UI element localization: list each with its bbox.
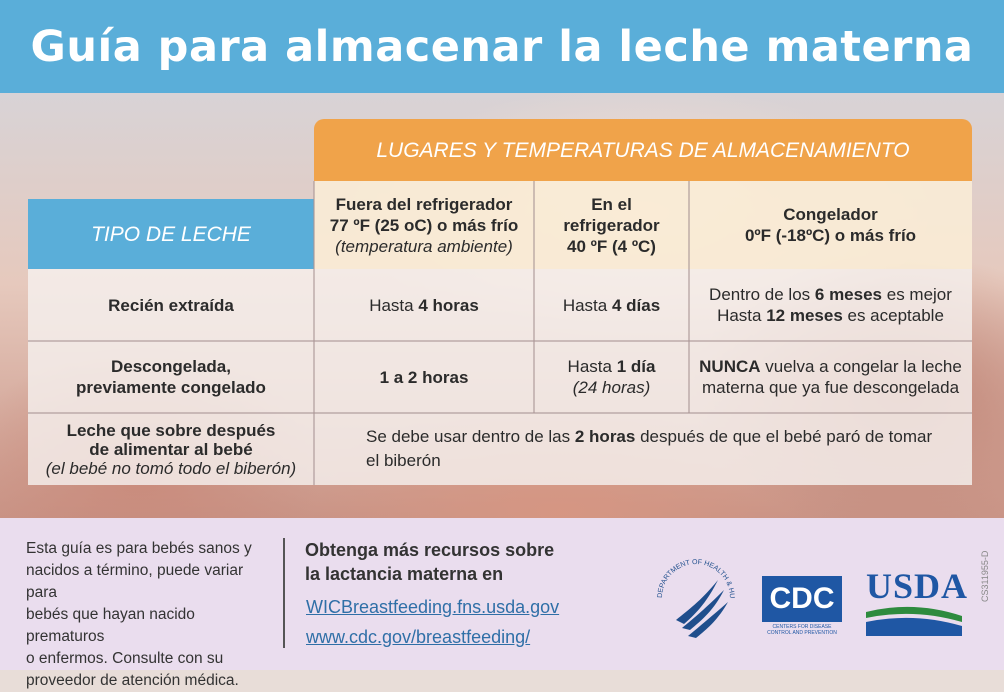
column-header-line: refrigerador — [563, 215, 660, 235]
disclaimer-line: nacidos a término, puede variar para — [26, 562, 244, 601]
cell-thawed-freezer: NUNCA vuelva a congelar la leche materna… — [689, 341, 972, 413]
health-disclaimer: Esta guía es para bebés sanos y nacidos … — [26, 538, 276, 692]
grid-line — [28, 412, 972, 414]
row-label-line: de alimentar al bebé — [89, 439, 253, 459]
column-header-line: En el — [591, 194, 632, 214]
cell-text: Dentro de los 6 meses es mejor — [709, 285, 952, 304]
footer-divider — [283, 538, 285, 648]
column-header-line: 77 ºF (25 oC) o más frío — [329, 215, 519, 235]
cdc-logo-subtitle: CENTERS FOR DISEASE CONTROL AND PREVENTI… — [762, 624, 842, 636]
grid-line — [688, 181, 690, 413]
disclaimer-line: o enfermos. Consulte con su — [26, 650, 224, 667]
wic-breastfeeding-link[interactable]: WICBreastfeeding.fns.usda.gov — [306, 597, 560, 617]
column-header-line: Fuera del refrigerador — [335, 194, 513, 214]
milk-type-header: TIPO DE LECHE — [28, 199, 314, 269]
row-label-line: previamente congelado — [76, 378, 266, 397]
cell-thawed-room-temp: 1 a 2 horas — [314, 341, 534, 413]
hhs-seal-text: DEPARTMENT OF HEALTH & HUMAN SERVICES · … — [648, 550, 735, 599]
cell-text: materna que ya fue descongelada — [701, 378, 960, 397]
column-header-freezer: Congelador 0ºF (-18ºC) o más frío — [689, 181, 972, 269]
resources-heading: Obtenga más recursos sobre la lactancia … — [305, 538, 554, 586]
cell-fresh-refrigerator: Hasta 4 días — [534, 269, 689, 341]
cell-fresh-room-temp: Hasta 4 horas — [314, 269, 534, 341]
resources-line: Obtenga más recursos sobre — [305, 540, 555, 560]
grid-line — [313, 181, 315, 485]
cell-text: Hasta 12 meses es aceptable — [717, 306, 944, 325]
storage-locations-header: LUGARES Y TEMPERATURAS DE ALMACENAMIENTO — [314, 119, 972, 181]
usda-landscape-icon — [866, 606, 962, 636]
cdc-breastfeeding-link[interactable]: www.cdc.gov/breastfeeding/ — [306, 627, 531, 647]
cdc-logo-mark: CDC — [762, 576, 842, 622]
row-label-line: Descongelada, — [111, 357, 231, 376]
column-header-line: 0ºF (-18ºC) o más frío — [744, 226, 917, 245]
cell-text: (24 horas) — [572, 378, 651, 397]
cell-fresh-freezer: Dentro de los 6 meses es mejor Hasta 12 … — [689, 269, 972, 341]
cell-text: el biberón — [366, 451, 441, 470]
title-banner: Guía para almacenar la leche materna — [0, 0, 1004, 93]
background-photo: LUGARES Y TEMPERATURAS DE ALMACENAMIENTO… — [0, 93, 1004, 518]
row-label-line: Leche que sobre después — [66, 420, 276, 440]
cell-text: Hasta 4 días — [562, 295, 661, 315]
footer: Esta guía es para bebés sanos y nacidos … — [0, 518, 1004, 689]
resources-line: la lactancia materna en — [305, 564, 504, 584]
disclaimer-line: bebés que hayan nacido prematuros — [26, 606, 195, 645]
cdc-subtitle-line: CONTROL AND PREVENTION — [767, 630, 837, 636]
page-title: Guía para almacenar la leche materna — [30, 21, 974, 72]
row-label-line: (el bebé no tomó todo el biberón) — [45, 458, 297, 478]
row-label-thawed: Descongelada, previamente congelado — [28, 341, 314, 413]
cdc-subtitle-line: CENTERS FOR DISEASE — [772, 624, 832, 630]
svg-text:DEPARTMENT OF HEALTH & HUMAN S: DEPARTMENT OF HEALTH & HUMAN SERVICES · … — [648, 550, 735, 599]
disclaimer-line: Esta guía es para bebés sanos y — [26, 540, 252, 557]
cell-leftover-merged: Se debe usar dentro de las 2 horas despu… — [314, 413, 972, 485]
row-label-fresh: Recién extraída — [28, 269, 314, 341]
column-header-line: (temperatura ambiente) — [335, 236, 513, 256]
cell-text: NUNCA vuelva a congelar la leche — [699, 357, 962, 376]
cell-text: Hasta 1 día — [567, 357, 656, 376]
publication-code: CS311955-D — [980, 550, 990, 602]
disclaimer-line: proveedor de atención médica. — [26, 672, 239, 689]
cell-text: Hasta 4 horas — [369, 295, 479, 315]
cell-thawed-refrigerator: Hasta 1 día (24 horas) — [534, 341, 689, 413]
column-header-refrigerator: En el refrigerador 40 ºF (4 ºC) — [534, 181, 689, 269]
grid-line — [533, 181, 535, 413]
cell-text: Se debe usar dentro de las 2 horas despu… — [366, 427, 933, 446]
usda-logo: USDA — [866, 566, 969, 638]
hhs-seal-icon: DEPARTMENT OF HEALTH & HUMAN SERVICES · … — [648, 550, 735, 638]
grid-line — [28, 340, 972, 342]
row-label-leftover: Leche que sobre después de alimentar al … — [28, 413, 314, 485]
column-header-room-temp: Fuera del refrigerador 77 ºF (25 oC) o m… — [314, 181, 534, 269]
cdc-logo: CDC CENTERS FOR DISEASE CONTROL AND PREV… — [762, 576, 842, 636]
column-header-line: Congelador — [783, 205, 878, 224]
column-header-line: 40 ºF (4 ºC) — [567, 236, 656, 256]
usda-logo-text: USDA — [866, 566, 969, 606]
